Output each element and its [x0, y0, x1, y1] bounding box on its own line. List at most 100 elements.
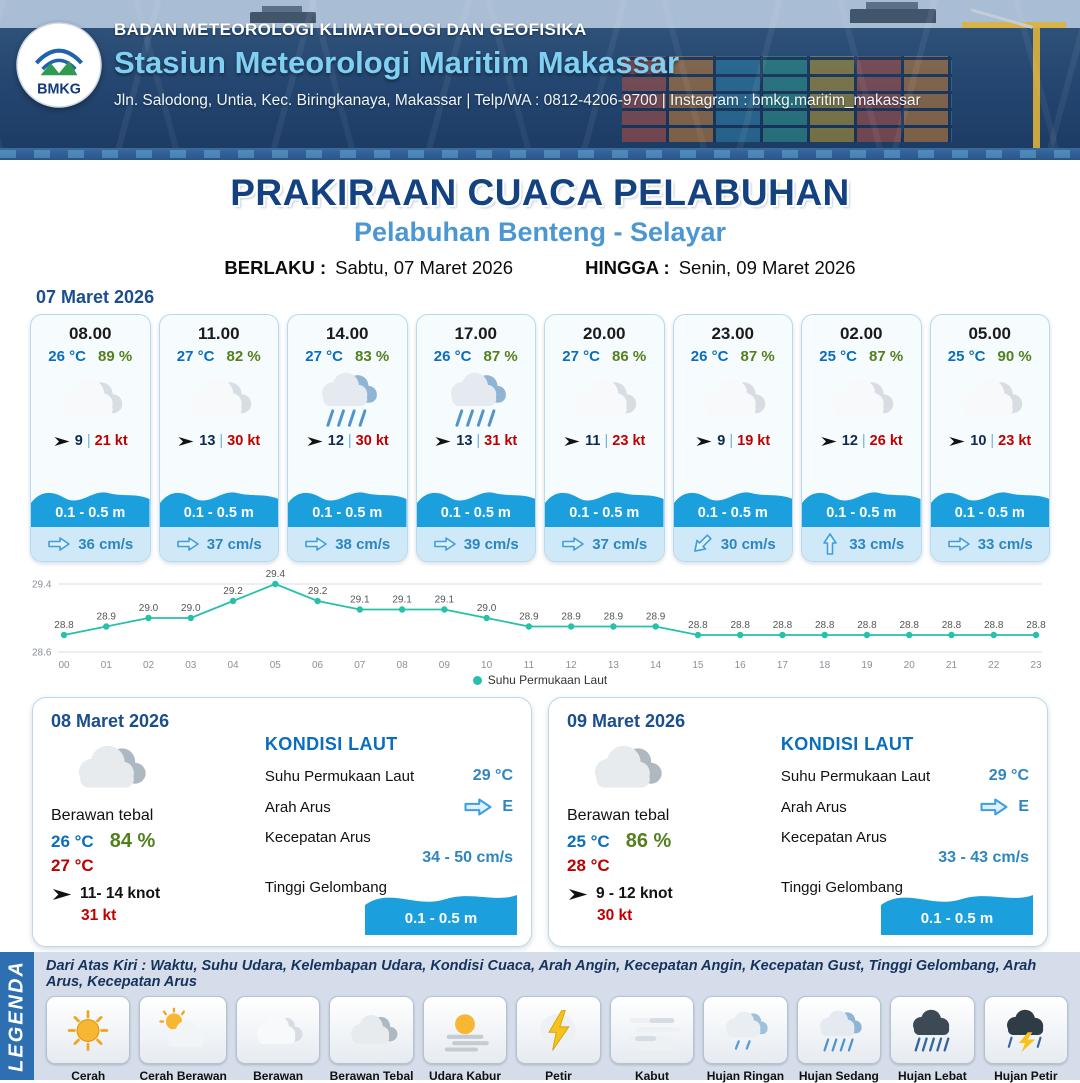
air-temperature: 26 °C [433, 348, 472, 365]
separator: | [476, 433, 481, 449]
wind-row: 12 | 26 kt [820, 433, 903, 449]
current-direction: E [463, 797, 513, 817]
air-temperature: 26 °C [48, 348, 86, 365]
daily-forecast-card: 08 Maret 2026 Berawan tebal 26 °C 84 % 2… [32, 697, 532, 947]
legend-weather-icon [516, 996, 601, 1064]
wind-row: 9 | 21 kt [53, 433, 128, 449]
series-name: Suhu Permukaan Laut [487, 673, 608, 687]
current-speed: 33 cm/s [849, 535, 905, 553]
wind-direction-icon [53, 435, 71, 448]
current-direction-icon [304, 536, 328, 552]
temp-humidity-row: 26 °C 87 % [434, 348, 518, 365]
air-temperature: 25 °C [819, 348, 857, 365]
weather-icon [437, 368, 515, 430]
bmkg-logo-text: BMKG [37, 82, 81, 98]
humidity: 82 % [226, 348, 261, 365]
port-name-subtitle: Pelabuhan Benteng - Selayar [353, 217, 727, 247]
humidity: 89 % [97, 348, 133, 365]
sst-chart-section: 29.4 28.6 28.8 00 28.9 01 29.0 02 29.0 03 29.2 04 29… [30, 568, 1050, 687]
daily-temp-min: 26 °C [51, 832, 94, 851]
gust-speed: 31 kt [484, 433, 518, 449]
wave-height-band: 0.1 - 0.5 m [159, 483, 278, 527]
crane-illustration [962, 8, 1066, 148]
air-temperature: 25 °C [947, 348, 986, 365]
header-banner: BMKG BADAN METEOROLOGI KLIMATOLOGI DAN G… [0, 0, 1080, 160]
legend-weather-icon [329, 996, 414, 1064]
weather-icon [694, 368, 772, 430]
weather-icon [822, 368, 900, 430]
daily-weather-icon [579, 734, 671, 802]
current-direction: E [979, 797, 1029, 817]
hourly-forecast-card: 23.00 26 °C 87 % 9 | 19 kt 0.1 - 0.5 m [672, 314, 793, 562]
legend-item: Udara Kabur [422, 996, 508, 1083]
legend-weather-icon [796, 996, 882, 1064]
wave-height-band: 0.1 - 0.5 m [930, 483, 1049, 527]
weather-condition: Berawan tebal [567, 807, 670, 824]
wave-height-value: 0.1 - 0.5 m [312, 505, 383, 521]
wind-row: 12 | 30 kt [306, 433, 389, 449]
forecast-time: 20.00 [582, 324, 626, 343]
svg-text:28.8: 28.8 [688, 620, 708, 631]
current-direction-icon [176, 536, 200, 552]
wind-speed: 12 [327, 433, 344, 449]
current-direction-icon [47, 536, 71, 552]
svg-text:14: 14 [650, 660, 662, 671]
svg-text:08: 08 [397, 660, 409, 671]
svg-text:28.8: 28.8 [773, 620, 793, 631]
humidity: 90 % [997, 348, 1032, 365]
legend-weather-icon [890, 996, 975, 1064]
current-speed: 37 cm/s [592, 535, 648, 553]
current-direction-icon [433, 536, 457, 552]
hourly-forecast-card: 02.00 25 °C 87 % 12 | 26 kt 0.1 - 0.5 m [801, 314, 922, 562]
hourly-forecast-card: 11.00 27 °C 82 % 13 | 30 kt 0.1 - 0.5 m [158, 314, 279, 562]
legend-item: Berawan [235, 996, 321, 1083]
valid-from-label: BERLAKU : [224, 257, 327, 278]
wave-height-value: 0.1 - 0.5 m [440, 505, 511, 521]
legend-item: Hujan Ringan [703, 996, 788, 1083]
legend-item-label: Berawan [253, 1069, 304, 1083]
current-direction-icon [822, 532, 838, 556]
legend-item-label: Petir [545, 1069, 572, 1083]
current-speed-value: 33 - 43 cm/s [938, 849, 1029, 866]
legend-section: LEGENDA Dari Atas Kiri : Waktu, Suhu Uda… [0, 952, 1080, 1083]
valid-from: BERLAKU : Sabtu, 07 Maret 2026 [224, 257, 513, 279]
wave-height-band: 0.1 - 0.5 m [416, 483, 535, 527]
forecast-time: 05.00 [968, 324, 1012, 343]
forecast-time: 17.00 [454, 324, 498, 343]
svg-text:28.8: 28.8 [1026, 620, 1046, 631]
weather-icon [180, 368, 258, 430]
temp-humidity-row: 26 °C 87 % [691, 348, 775, 365]
contact-info: Jln. Salodong, Untia, Kec. Biringkanaya,… [114, 92, 921, 109]
wave-height-value: 0.1 - 0.5 m [183, 505, 254, 521]
air-temperature: 27 °C [562, 348, 600, 365]
current-direction-label: Arah Arus [264, 798, 331, 816]
legend-item-label: Berawan Tebal [329, 1069, 414, 1083]
hourly-forecast-section: 07 Maret 2026 08.00 26 °C 89 % 9 | 21 kt [0, 287, 1080, 562]
air-temperature: 27 °C [176, 348, 215, 365]
sst-label: Suhu Permukaan Laut [264, 767, 415, 785]
wave-height-band: 0.1 - 0.5 m [802, 483, 921, 527]
svg-text:22: 22 [988, 660, 1000, 671]
daily-gust: 31 kt [81, 907, 117, 924]
header-text-block: BADAN METEOROLOGI KLIMATOLOGI DAN GEOFIS… [114, 20, 1060, 110]
separator: | [729, 433, 734, 449]
current-speed: 38 cm/s [335, 535, 391, 553]
series-color-dot [472, 675, 482, 685]
weather-condition: Berawan tebal [51, 807, 154, 824]
sst-row: Suhu Permukaan Laut 29 °C [265, 767, 513, 785]
sst-label: Suhu Permukaan Laut [780, 767, 931, 785]
svg-text:28.8: 28.8 [54, 620, 74, 631]
wave-height-label: Tinggi Gelombang [780, 879, 903, 896]
svg-text:00: 00 [58, 660, 70, 671]
station-name: Stasiun Meteorologi Maritim Makassar [114, 45, 680, 80]
sst-value: 29 °C [988, 767, 1029, 784]
weather-icon [308, 368, 386, 430]
wave-height-label: Tinggi Gelombang [264, 879, 387, 896]
current-speed: 39 cm/s [463, 535, 519, 553]
current-direction-icon [979, 797, 1009, 817]
svg-text:28.9: 28.9 [646, 612, 666, 623]
wind-direction-icon [820, 435, 838, 448]
temp-humidity-row: 27 °C 86 % [562, 348, 646, 365]
wind-direction-icon [567, 887, 589, 902]
svg-text:15: 15 [692, 660, 704, 671]
